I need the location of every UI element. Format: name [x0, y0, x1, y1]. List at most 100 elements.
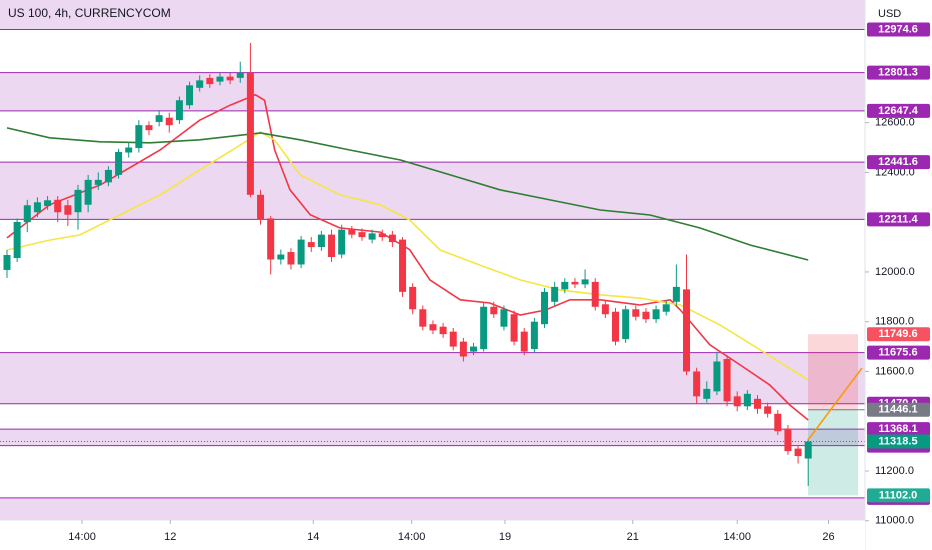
- candle-body: [723, 359, 731, 402]
- candle-body: [236, 72, 244, 78]
- candle-body: [804, 441, 812, 459]
- candle-body: [33, 202, 41, 213]
- candle-body: [267, 218, 275, 260]
- candle-body: [125, 147, 133, 153]
- candle-body: [571, 281, 579, 285]
- candle-body: [622, 309, 630, 340]
- candle-body: [490, 306, 498, 315]
- position-risk: [808, 334, 858, 410]
- candle-body: [743, 393, 751, 407]
- x-tick-label: 19: [499, 531, 511, 543]
- level-badge: [867, 65, 930, 80]
- candle-body: [206, 77, 214, 85]
- candle-body: [541, 291, 549, 325]
- candle-body: [409, 286, 417, 310]
- candle-body: [135, 125, 143, 149]
- candle-body: [317, 234, 325, 248]
- candle-body: [662, 304, 670, 312]
- axes: 11000.0 11200.0 11600.0 11800.0 12000.0 12400…: [68, 22, 930, 543]
- candle-body: [44, 200, 52, 207]
- candle-body: [155, 115, 163, 122]
- x-tick-label: 14:00: [398, 531, 426, 543]
- candle-body: [378, 233, 386, 238]
- candle-body: [632, 309, 640, 317]
- candle-body: [672, 286, 680, 302]
- y-tick-label: 11600.0: [875, 365, 914, 377]
- moving-average: [6, 130, 809, 381]
- candle-body: [145, 125, 153, 131]
- candle-body: [368, 233, 376, 240]
- candle-body: [23, 205, 31, 223]
- candle-body: [784, 428, 792, 452]
- candle-body: [3, 255, 11, 270]
- x-tick-label: 21: [627, 531, 639, 543]
- candle-body: [774, 413, 782, 432]
- level-badge: [867, 422, 930, 437]
- candle-body: [733, 396, 741, 407]
- candle-body: [287, 252, 295, 265]
- candle-body: [753, 398, 761, 409]
- candle-body: [693, 371, 701, 397]
- candle-body: [175, 100, 183, 121]
- level-zone: [0, 429, 865, 446]
- chart-title: US 100, 4h, CURRENCYCOM: [8, 6, 171, 20]
- candle-body: [115, 152, 123, 175]
- candle-body: [388, 234, 396, 243]
- y-tick-label: 11800.0: [875, 316, 914, 328]
- y-tick-label: 12600.0: [875, 117, 915, 129]
- candle-body: [216, 76, 224, 82]
- candle-body: [94, 179, 102, 185]
- x-tick-label: 26: [822, 531, 834, 543]
- candle-body: [429, 324, 437, 331]
- candle-body: [246, 72, 254, 195]
- candle-body: [480, 306, 488, 350]
- candle-body: [307, 242, 315, 248]
- candle-body: [257, 194, 265, 220]
- level-badge: [867, 155, 930, 170]
- level-badge: [867, 345, 930, 360]
- candle-body: [683, 289, 691, 372]
- level-badge-label: 12211.4: [878, 213, 918, 225]
- candle-body: [713, 361, 721, 392]
- level-zone: [0, 0, 865, 30]
- candle-body: [13, 221, 21, 259]
- y-tick-label: 11200.0: [875, 465, 914, 477]
- moving-average: [6, 127, 809, 261]
- level-badge-label: 11368.1: [878, 423, 917, 435]
- price-badge-label: 11102.0: [879, 489, 918, 501]
- candle-body: [470, 346, 478, 352]
- candle-body: [551, 286, 559, 302]
- candle-body: [510, 314, 518, 342]
- moving-average: [6, 93, 809, 421]
- candle-body: [581, 279, 589, 285]
- level-badge-label: 12801.3: [878, 66, 918, 78]
- price-badge-label: 11749.6: [878, 328, 917, 340]
- level-badge: [867, 22, 930, 37]
- plot-area: [0, 0, 865, 520]
- candle-body: [358, 232, 366, 238]
- position-reward: [808, 409, 858, 496]
- candle-body: [419, 309, 427, 327]
- candle-body: [399, 239, 407, 292]
- candle-body: [794, 448, 802, 457]
- candle-body: [104, 169, 112, 183]
- level-zone: [0, 162, 865, 220]
- candle-body: [328, 234, 336, 258]
- y-tick-label: 12000.0: [875, 266, 915, 278]
- candle-body: [520, 331, 528, 352]
- level-badge-label: 11675.6: [878, 347, 917, 359]
- x-tick-label: 12: [164, 531, 176, 543]
- x-tick-label: 14:00: [723, 531, 751, 543]
- candle-body: [561, 281, 569, 290]
- price-badge: [867, 434, 930, 449]
- level-zone: [0, 352, 865, 404]
- level-badge: [867, 212, 930, 227]
- time-axis: [0, 520, 865, 550]
- x-tick-label: 14:00: [68, 531, 96, 543]
- candle-body: [530, 321, 538, 350]
- candle-body: [297, 239, 305, 265]
- candle-body: [186, 85, 194, 106]
- level-zone: [0, 72, 865, 111]
